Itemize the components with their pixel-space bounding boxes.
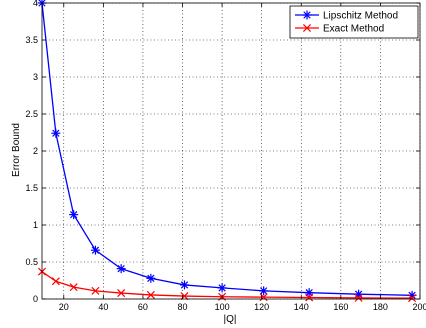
y-tick-label: 0.5 bbox=[25, 257, 38, 267]
x-tick-label: 80 bbox=[178, 302, 188, 312]
series-0 bbox=[37, 0, 417, 300]
data-point bbox=[180, 292, 189, 301]
data-point bbox=[51, 128, 61, 138]
data-point bbox=[305, 293, 314, 302]
data-point bbox=[91, 286, 100, 295]
data-point bbox=[146, 273, 156, 283]
grid-layer bbox=[42, 2, 421, 300]
data-point bbox=[69, 210, 79, 220]
data-point bbox=[90, 245, 100, 255]
y-tick-label: 1.5 bbox=[25, 183, 38, 193]
x-tick-label: 40 bbox=[98, 302, 108, 312]
legend-marker bbox=[302, 23, 312, 33]
x-tick-label: 180 bbox=[373, 302, 388, 312]
data-point bbox=[408, 294, 417, 303]
data-point bbox=[116, 264, 126, 274]
y-tick-label: 3.5 bbox=[25, 35, 38, 45]
x-tick-label: 120 bbox=[254, 302, 269, 312]
x-tick-label: 100 bbox=[215, 302, 230, 312]
series-layer bbox=[37, 0, 417, 303]
x-tick-label: 60 bbox=[138, 302, 148, 312]
y-tick-label: 2 bbox=[33, 146, 38, 156]
data-point bbox=[146, 290, 155, 299]
x-tick-label: 200 bbox=[412, 302, 426, 312]
x-tick-label: 140 bbox=[294, 302, 309, 312]
data-point bbox=[354, 293, 363, 302]
legend-item: Exact Method bbox=[295, 24, 384, 35]
y-tick-label: 1 bbox=[33, 220, 38, 230]
legend-label: Exact Method bbox=[323, 24, 384, 35]
data-point bbox=[69, 283, 78, 292]
x-tick-label: 20 bbox=[59, 302, 69, 312]
y-tick-label: 4 bbox=[33, 0, 38, 8]
y-tick-label: 0 bbox=[33, 294, 38, 304]
series-1 bbox=[37, 267, 417, 303]
x-tick-label: 160 bbox=[333, 302, 348, 312]
data-point bbox=[51, 277, 60, 286]
data-point bbox=[259, 293, 268, 302]
data-point bbox=[217, 283, 227, 293]
legend-box bbox=[289, 5, 419, 39]
legend-marker bbox=[302, 10, 312, 20]
series-line bbox=[41, 2, 413, 296]
y-axis-label: Error Bound bbox=[11, 123, 22, 177]
series-line bbox=[41, 271, 413, 299]
legend-label: Lipschitz Method bbox=[323, 11, 398, 22]
data-point bbox=[179, 280, 189, 290]
data-point bbox=[259, 286, 269, 296]
data-point bbox=[304, 288, 314, 298]
y-tick-label: 3 bbox=[33, 72, 38, 82]
legend-item: Lipschitz Method bbox=[295, 10, 398, 22]
data-point bbox=[117, 289, 126, 298]
y-tick-label: 2.5 bbox=[25, 109, 38, 119]
x-axis-label: |Q| bbox=[224, 314, 237, 325]
tick-layer: 20 40 60 80 100 120 140 160 180 200 0 0.5 1 1.5 2 2.5 3 3… bbox=[25, 0, 426, 312]
legend: Lipschitz Method Exact Method bbox=[289, 5, 419, 39]
